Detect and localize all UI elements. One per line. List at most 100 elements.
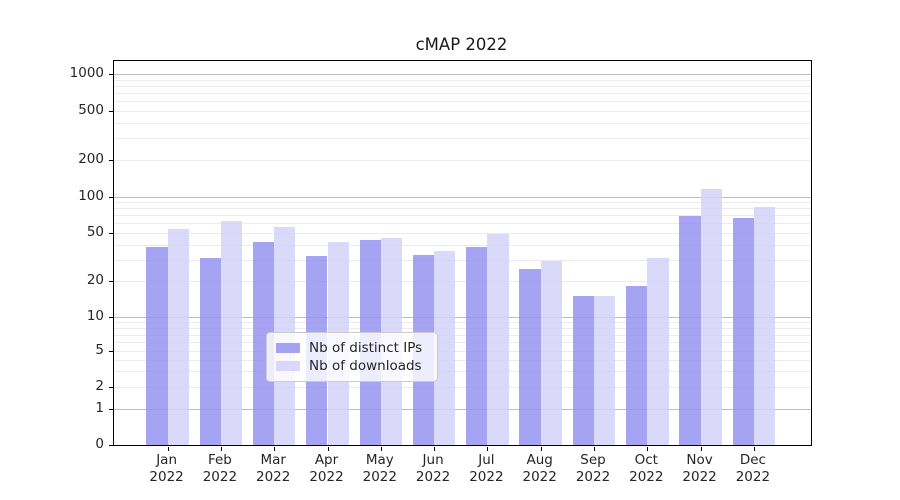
minor-gridline xyxy=(114,110,811,112)
y-tick-mark xyxy=(109,280,113,282)
y-tick-label: 500 xyxy=(78,101,104,118)
x-tick-label: Apr 2022 xyxy=(309,452,344,485)
minor-gridline xyxy=(114,387,811,388)
bar-downloads-jul xyxy=(487,233,509,445)
major-gridline xyxy=(114,409,811,410)
bar-downloads-sep xyxy=(594,295,616,445)
minor-gridline xyxy=(114,208,811,210)
minor-gridline xyxy=(114,215,811,217)
chart-title: cMAP 2022 xyxy=(415,35,508,54)
bar-distinct-ips-sep xyxy=(572,295,594,445)
y-tick-mark xyxy=(109,317,113,318)
minor-gridline xyxy=(114,334,811,336)
x-tick-mark xyxy=(594,447,595,451)
major-gridline xyxy=(114,74,811,75)
y-tick-mark xyxy=(109,74,113,75)
y-tick-mark xyxy=(109,232,113,234)
bar-distinct-ips-mar xyxy=(252,241,275,445)
x-tick-mark xyxy=(647,447,649,451)
minor-gridline xyxy=(114,351,811,352)
y-tick-mark xyxy=(109,110,113,112)
y-tick-mark xyxy=(109,196,113,198)
y-tick-mark xyxy=(109,445,113,446)
x-tick-label: May 2022 xyxy=(362,452,397,485)
x-tick-mark xyxy=(434,447,436,451)
x-tick-mark xyxy=(274,447,276,451)
minor-gridline xyxy=(114,93,811,94)
y-tick-label: 200 xyxy=(78,150,104,167)
bar-distinct-ips-jan xyxy=(146,247,168,445)
minor-gridline xyxy=(114,327,811,329)
minor-gridline xyxy=(114,159,811,161)
minor-gridline xyxy=(114,280,811,282)
x-tick-mark xyxy=(327,447,329,451)
legend-label: Nb of distinct IPs xyxy=(309,340,423,356)
x-tick-mark xyxy=(167,447,169,451)
y-tick-label: 0 xyxy=(95,436,104,452)
bar-distinct-ips-oct xyxy=(626,286,648,445)
bar-downloads-nov xyxy=(700,189,722,445)
plot-area xyxy=(109,60,812,451)
bar-distinct-ips-aug xyxy=(519,269,541,445)
bar-distinct-ips-feb xyxy=(199,257,221,445)
x-tick-label: Feb 2022 xyxy=(202,452,238,485)
x-tick-label: Nov 2022 xyxy=(682,452,717,485)
bar-downloads-jan xyxy=(167,228,189,445)
y-tick-label: 1 xyxy=(95,400,104,416)
minor-gridline xyxy=(114,79,811,81)
x-tick-label: Jun 2022 xyxy=(415,452,451,485)
x-tick-mark xyxy=(487,447,489,451)
y-tick-label: 1000 xyxy=(69,65,104,81)
bar-downloads-oct xyxy=(647,257,669,445)
bar-downloads-aug xyxy=(540,261,562,445)
legend: Nb of distinct IPs Nb of downloads xyxy=(266,332,438,382)
y-tick-mark xyxy=(109,409,113,410)
legend-item-distinct-ips: Nb of distinct IPs xyxy=(276,339,428,357)
major-gridline xyxy=(114,196,811,198)
legend-label: Nb of downloads xyxy=(309,358,422,374)
legend-swatch-downloads xyxy=(276,361,300,371)
x-tick-label: Oct 2022 xyxy=(629,452,664,485)
minor-gridline xyxy=(114,359,811,361)
y-tick-label: 10 xyxy=(86,308,104,324)
minor-gridline xyxy=(114,371,811,373)
minor-gridline xyxy=(114,259,811,261)
minor-gridline xyxy=(114,244,811,246)
x-tick-mark xyxy=(380,447,382,451)
x-tick-label: Sep 2022 xyxy=(575,452,611,485)
y-tick-label: 5 xyxy=(95,342,104,358)
minor-gridline xyxy=(114,138,811,140)
y-tick-label: 2 xyxy=(95,378,104,394)
minor-gridline xyxy=(114,223,811,225)
x-tick-label: Dec 2022 xyxy=(735,452,771,485)
legend-swatch-distinct-ips xyxy=(276,343,300,353)
legend-item-downloads: Nb of downloads xyxy=(276,357,428,375)
major-gridline xyxy=(114,317,811,318)
y-tick-label: 20 xyxy=(86,271,104,288)
y-tick-mark xyxy=(109,351,113,352)
bar-distinct-ips-nov xyxy=(679,215,701,445)
x-tick-label: Aug 2022 xyxy=(522,452,557,485)
y-tick-mark xyxy=(109,159,113,161)
bar-downloads-feb xyxy=(220,220,243,445)
y-tick-label: 100 xyxy=(78,187,104,204)
minor-gridline xyxy=(114,122,811,124)
minor-gridline xyxy=(114,202,811,203)
bar-downloads-dec xyxy=(753,206,776,445)
y-tick-mark xyxy=(109,387,113,388)
x-tick-mark xyxy=(753,447,755,451)
bar-distinct-ips-dec xyxy=(732,218,754,445)
bar-distinct-ips-jul xyxy=(466,247,488,445)
x-tick-label: Jan 2022 xyxy=(149,452,184,485)
y-tick-label: 50 xyxy=(86,223,104,240)
x-tick-mark xyxy=(540,447,542,451)
minor-gridline xyxy=(114,232,811,234)
x-tick-label: Jul 2022 xyxy=(469,452,504,485)
minor-gridline xyxy=(114,342,811,344)
x-tick-mark xyxy=(700,447,702,451)
bar-downloads-jun xyxy=(434,251,456,445)
minor-gridline xyxy=(114,85,811,87)
minor-gridline xyxy=(114,101,811,103)
minor-gridline xyxy=(114,322,811,324)
